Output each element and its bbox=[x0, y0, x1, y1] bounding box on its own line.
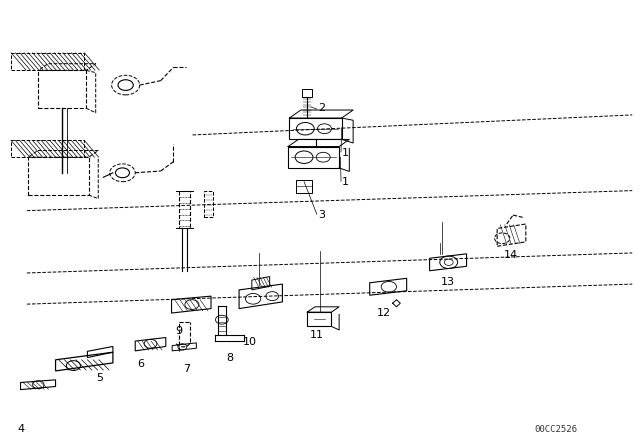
Bar bbox=[11, 140, 84, 157]
Text: 12: 12 bbox=[377, 308, 391, 318]
Bar bbox=[289, 118, 342, 139]
Text: 13: 13 bbox=[440, 277, 454, 287]
Bar bbox=[302, 89, 312, 97]
Bar bbox=[38, 70, 86, 108]
Text: 14: 14 bbox=[504, 250, 518, 260]
Bar bbox=[204, 190, 213, 217]
Bar bbox=[11, 52, 84, 70]
Text: 1: 1 bbox=[342, 148, 349, 158]
Text: 10: 10 bbox=[243, 337, 257, 347]
Bar bbox=[296, 181, 312, 193]
Text: 6: 6 bbox=[137, 359, 144, 369]
Text: 11: 11 bbox=[310, 330, 324, 340]
Text: 4: 4 bbox=[17, 424, 24, 434]
Text: 5: 5 bbox=[97, 373, 104, 383]
Bar bbox=[28, 157, 89, 195]
Text: 3: 3 bbox=[318, 210, 325, 220]
Bar bbox=[179, 190, 190, 228]
Bar bbox=[307, 312, 332, 327]
Text: 8: 8 bbox=[226, 353, 233, 362]
Text: 00CC2526: 00CC2526 bbox=[534, 425, 577, 434]
Text: 7: 7 bbox=[182, 364, 189, 374]
Bar bbox=[288, 146, 339, 168]
Text: 1: 1 bbox=[342, 177, 349, 187]
Text: 2: 2 bbox=[318, 103, 325, 113]
Text: 9: 9 bbox=[175, 326, 182, 336]
